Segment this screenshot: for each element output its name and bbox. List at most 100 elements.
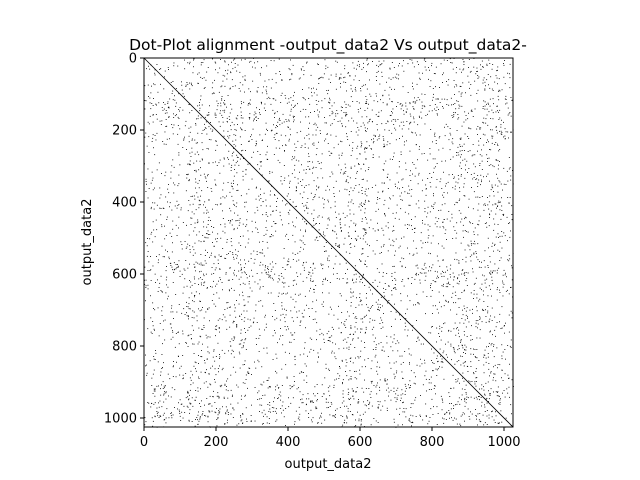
match-dot [273, 98, 275, 100]
match-dot [312, 134, 314, 136]
match-dot [169, 323, 171, 325]
match-dot [222, 121, 224, 123]
match-dot [429, 105, 431, 106]
match-dot [350, 357, 352, 359]
match-dot [499, 130, 500, 132]
match-dot [313, 92, 315, 94]
match-dot [327, 259, 328, 261]
match-dot [197, 132, 199, 134]
match-dot [462, 345, 463, 347]
match-dot [345, 112, 347, 113]
match-dot [246, 274, 247, 275]
match-dot [289, 114, 291, 116]
match-dot [219, 358, 220, 359]
match-dot [465, 231, 467, 232]
match-dot [455, 72, 457, 74]
match-dot [375, 349, 377, 350]
match-dot [188, 127, 190, 129]
match-dot [188, 334, 190, 336]
match-dot [221, 384, 223, 386]
match-dot [301, 164, 302, 166]
match-dot [213, 93, 215, 94]
match-dot [453, 387, 455, 389]
match-dot [237, 214, 239, 216]
match-dot [467, 231, 469, 233]
match-dot [233, 338, 235, 340]
match-dot [295, 186, 297, 188]
match-dot [504, 98, 506, 100]
match-dot [504, 135, 506, 137]
match-dot [323, 393, 325, 395]
match-dot [363, 235, 365, 237]
match-dot [453, 408, 454, 409]
match-dot [340, 106, 342, 108]
match-dot [505, 290, 507, 292]
match-dot [408, 193, 410, 194]
match-dot [348, 315, 350, 317]
match-dot [470, 110, 472, 112]
plot-frame [143, 57, 514, 428]
match-dot [195, 270, 196, 272]
match-dot [204, 123, 205, 125]
match-dot [302, 218, 304, 220]
match-dot [313, 220, 314, 222]
match-dot [277, 126, 278, 127]
match-dot [453, 114, 455, 115]
match-dot [226, 241, 228, 243]
match-dot [366, 293, 367, 294]
match-dot [249, 113, 251, 115]
match-dot [161, 310, 163, 312]
match-dot [362, 321, 364, 323]
match-dot [481, 384, 483, 386]
match-dot [357, 402, 359, 404]
match-dot [154, 388, 156, 390]
match-dot [448, 104, 450, 106]
match-dot [292, 234, 294, 236]
match-dot [174, 184, 176, 186]
match-dot [350, 291, 352, 293]
match-dot [244, 317, 246, 319]
match-dot [335, 244, 337, 246]
match-dot [492, 334, 493, 336]
match-dot [404, 322, 406, 324]
match-dot [194, 361, 196, 363]
match-dot [468, 112, 469, 114]
match-dot [329, 306, 331, 308]
match-dot [456, 67, 457, 68]
match-dot [194, 242, 196, 244]
match-dot [392, 119, 394, 120]
match-dot [145, 421, 147, 423]
match-dot [355, 316, 357, 318]
match-dot [215, 62, 217, 64]
match-dot [339, 367, 341, 369]
match-dot [432, 370, 434, 372]
match-dot [498, 403, 500, 405]
match-dot [424, 279, 426, 281]
match-dot [341, 360, 343, 362]
match-dot [361, 85, 363, 87]
match-dot [421, 190, 423, 192]
match-dot [168, 258, 170, 260]
match-dot [419, 146, 420, 148]
match-dot [225, 272, 227, 274]
match-dot [452, 104, 454, 105]
match-dot [184, 314, 186, 315]
match-dot [200, 282, 202, 284]
match-dot [305, 204, 307, 206]
match-dot [498, 89, 500, 91]
match-dot [428, 67, 429, 68]
match-dot [331, 113, 333, 115]
match-dot [360, 90, 362, 92]
match-dot [245, 150, 246, 151]
match-dot [389, 197, 390, 199]
match-dot [323, 338, 325, 340]
match-dot [186, 82, 188, 83]
match-dot [199, 335, 201, 337]
match-dot [491, 88, 493, 90]
match-dot [195, 368, 196, 370]
match-dot [230, 345, 232, 347]
match-dot [304, 221, 306, 223]
match-dot [468, 138, 470, 139]
match-dot [182, 222, 184, 223]
match-dot [205, 372, 206, 374]
